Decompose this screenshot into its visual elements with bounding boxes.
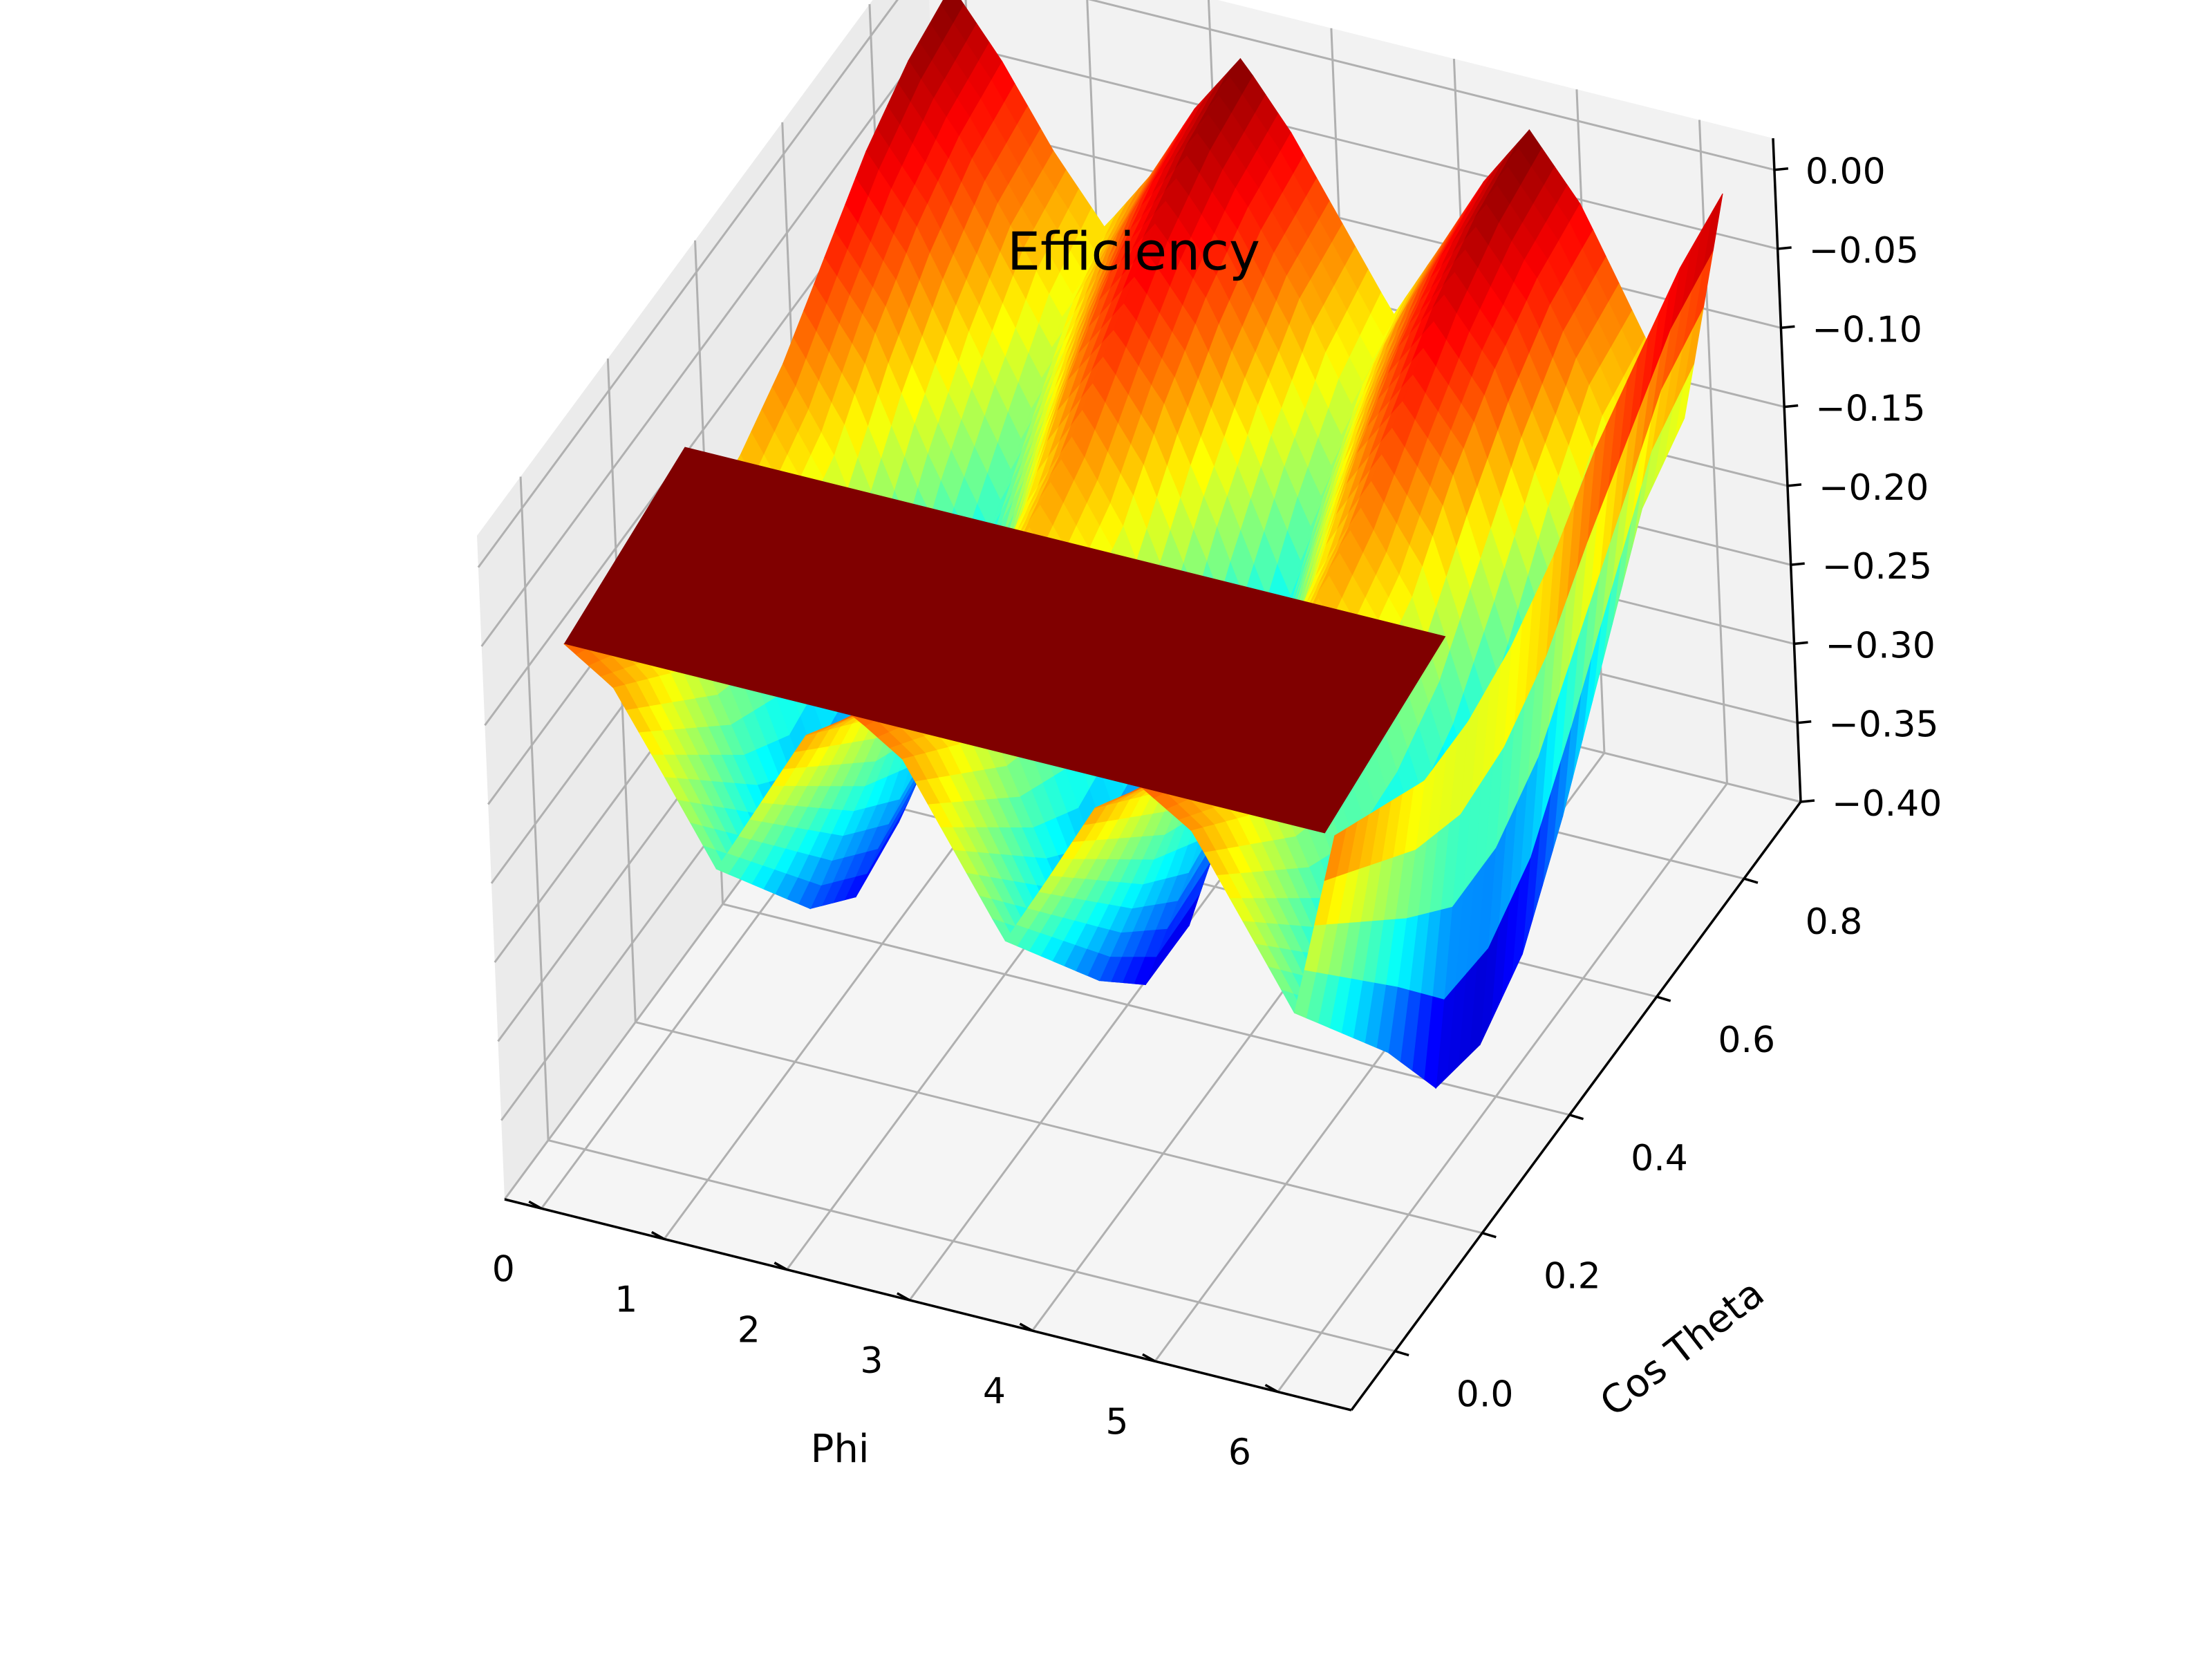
y-tick-label: 0.2 [1544,1256,1601,1297]
y-tick-mark [1743,877,1759,884]
tick-labels: 0 1 2 3 4 5 6 0.0 0.2 0.4 0.6 0.8 0.00 −0.05 −0.10 −0.1… [492,151,1942,1474]
x-tick-label: 0 [492,1248,515,1290]
x-tick-mark [774,1262,788,1271]
y-tick-label: 0.0 [1456,1374,1514,1416]
z-tick-label: −0.10 [1812,309,1922,350]
x-tick-label: 1 [615,1279,637,1320]
y-tick-mark [1394,1349,1409,1357]
x-tick-mark [528,1200,543,1210]
z-tick-label: −0.35 [1828,704,1938,746]
y-tick-label: 0.8 [1806,901,1863,943]
z-tick-label: −0.15 [1815,388,1925,430]
gridline-back-z [930,37,1779,250]
gridline-floor-y [635,1021,1483,1235]
gridline-back-z [1087,0,1775,171]
gridline-side-z [477,0,899,568]
x-axis-line [504,1198,1352,1412]
gridline-floor-x [1277,782,1728,1393]
z-tick-mark [1784,404,1799,409]
z-tick-mark [1797,720,1812,724]
gridline-back-z [934,115,1781,329]
gridline-side-z [480,37,932,647]
z-tick-label: −0.05 [1809,230,1919,272]
y-axis-line [1350,800,1802,1412]
z-tick-mark [1794,641,1808,646]
x-tick-label: 6 [1228,1432,1251,1473]
surface-cell [1324,828,1347,881]
z-tick-label: 0.00 [1806,151,1886,193]
z-tick-label: −0.25 [1822,546,1932,588]
surface-plot [563,0,1723,1089]
x-tick-mark [1019,1322,1033,1332]
z-tick-mark [1781,325,1795,330]
x-tick-mark [650,1230,665,1240]
x-tick-mark [1264,1383,1279,1394]
z-tick-label: −0.40 [1832,783,1942,825]
z-tick-label: −0.20 [1819,467,1929,509]
y-tick-label: 0.4 [1631,1138,1688,1179]
x-tick-label: 2 [738,1310,760,1351]
x-axis-label: Phi [811,1427,870,1472]
z-tick-mark [1800,799,1815,803]
z-tick-mark [1777,246,1792,250]
z-tick-mark [1787,483,1802,487]
x-tick-mark [1142,1353,1156,1362]
y-tick-mark [1481,1232,1497,1239]
x-tick-mark [897,1292,910,1302]
chart-title: Efficiency [1007,221,1260,282]
y-tick-mark [1656,995,1671,1002]
plateau-region [563,447,1446,834]
x-tick-label: 3 [860,1340,883,1382]
z-tick-mark [1774,167,1789,171]
z-tick-mark [1790,562,1805,566]
x-tick-label: 4 [983,1371,1006,1412]
x-tick-label: 5 [1105,1401,1128,1443]
gridline-floor-y [547,1139,1396,1353]
y-axis-label: Cos Theta [1592,1271,1772,1425]
y-tick-mark [1569,1114,1584,1121]
z-tick-label: −0.30 [1825,625,1935,666]
y-tick-label: 0.6 [1718,1020,1775,1061]
